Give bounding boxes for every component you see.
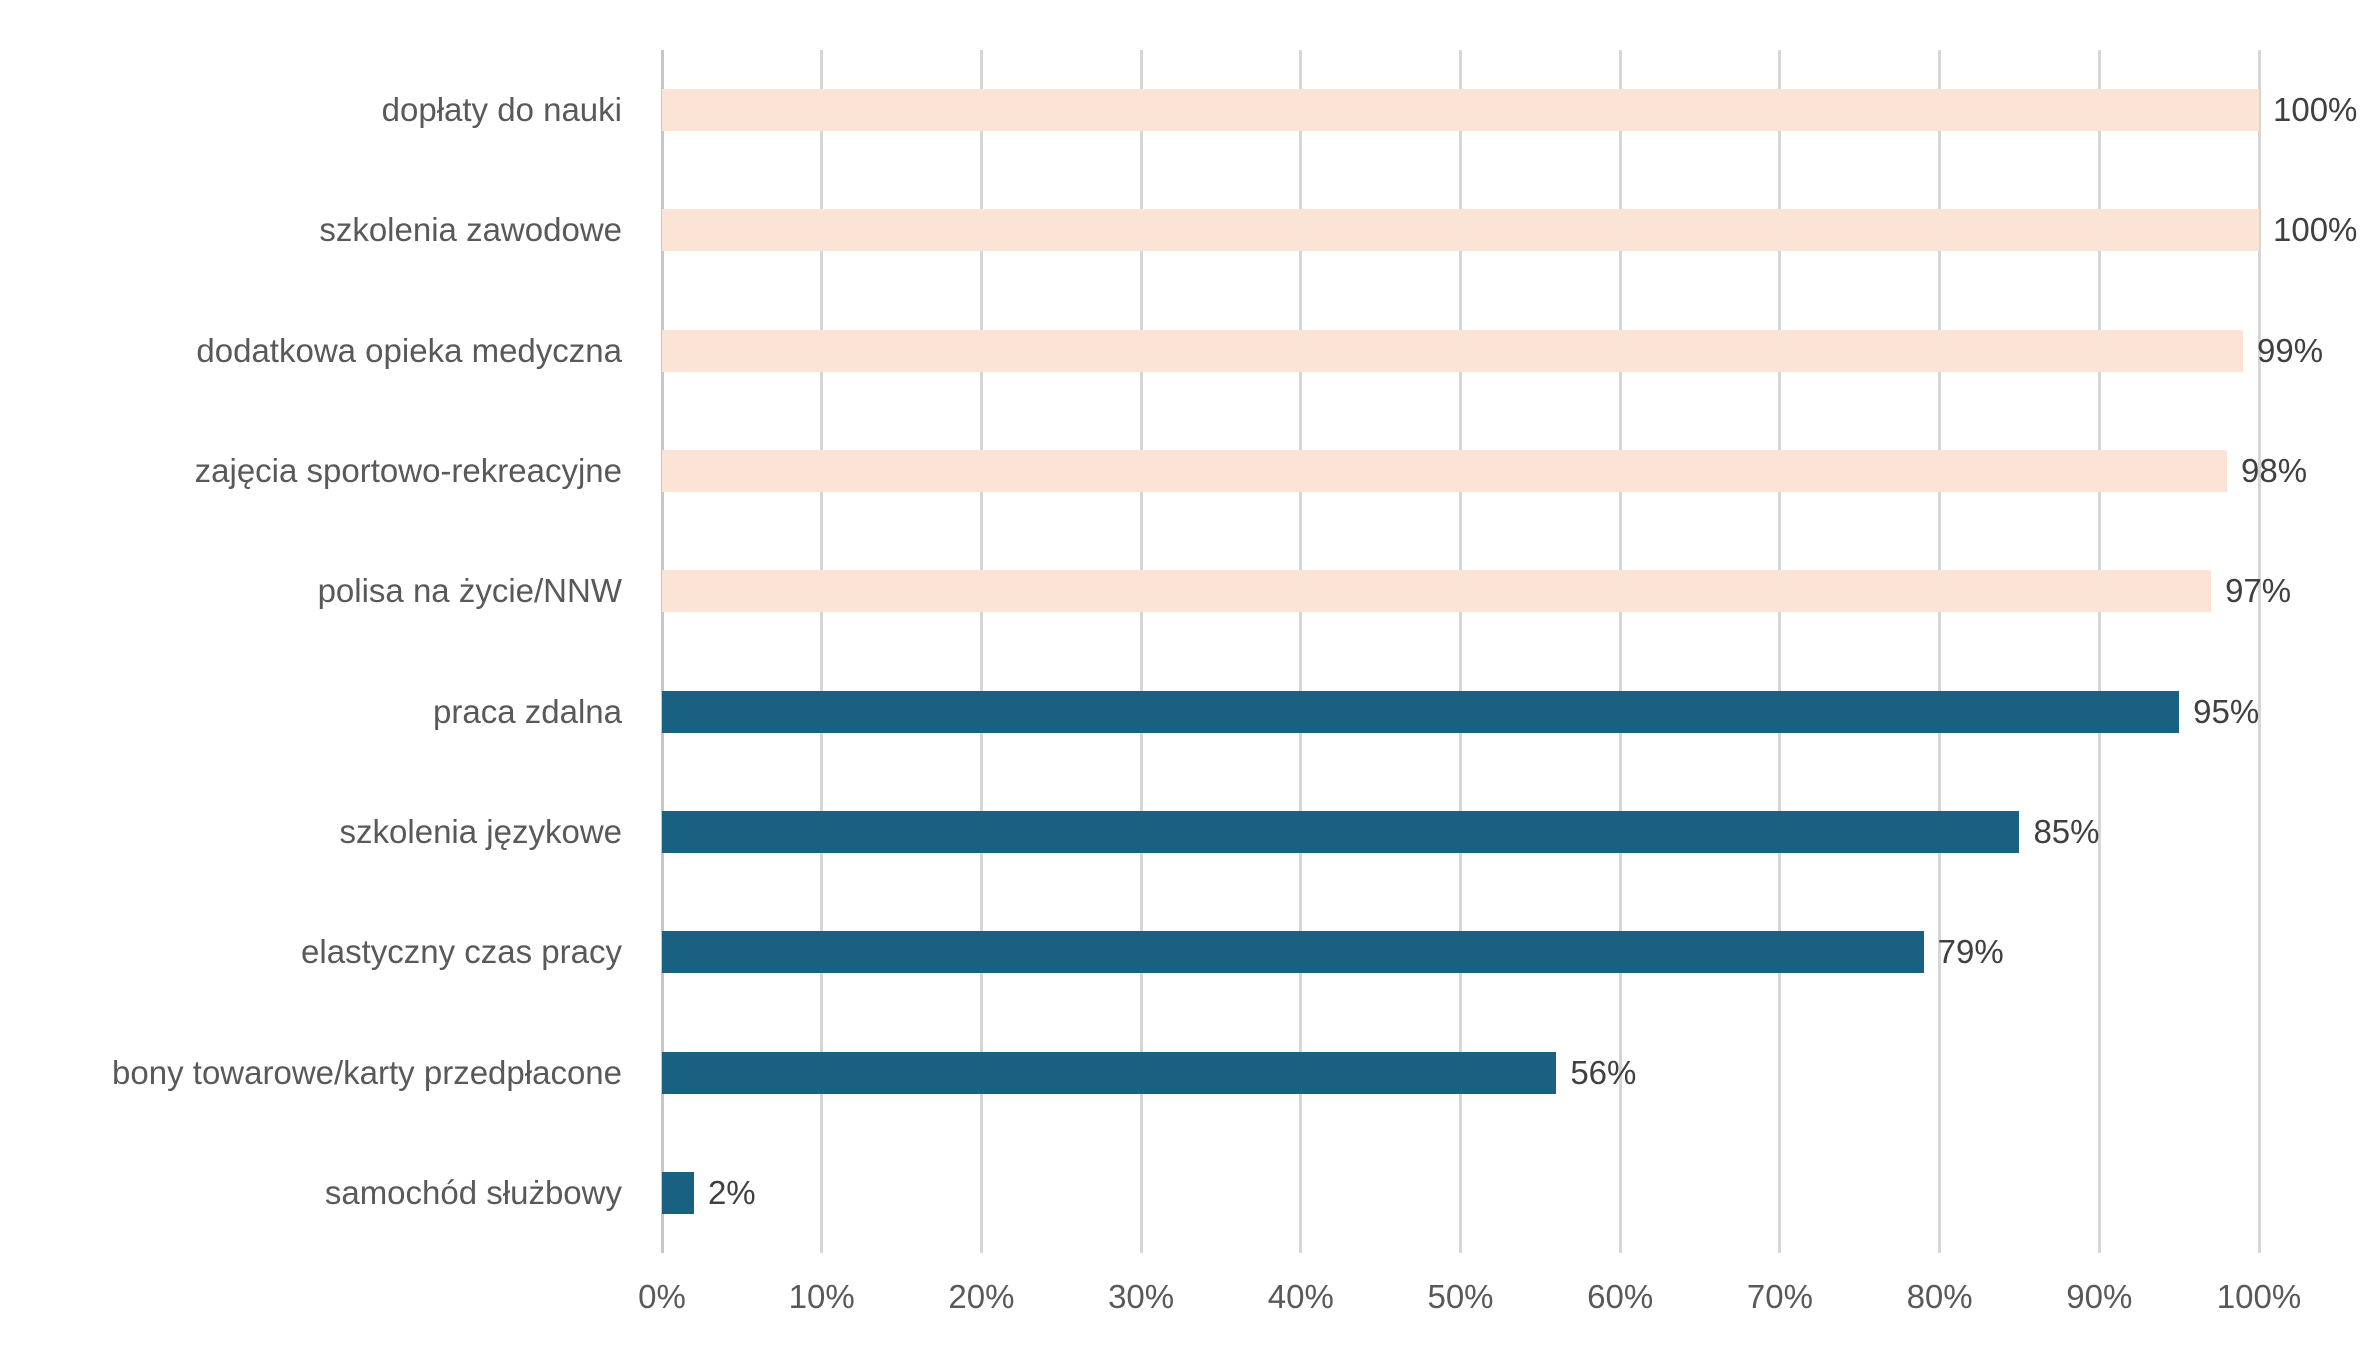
x-tick-label: 50% <box>1427 1278 1494 1315</box>
gridline <box>1139 50 1143 1253</box>
category-label: szkolenia językowe <box>339 812 622 850</box>
category-label: szkolenia zawodowe <box>319 211 622 249</box>
category-label: bony towarowe/karty przedpłacone <box>112 1053 622 1091</box>
bar <box>662 329 2244 372</box>
bar <box>662 209 2259 252</box>
value-label: 97% <box>2225 572 2292 610</box>
category-label: dopłaty do nauki <box>381 91 622 129</box>
value-label: 79% <box>1937 933 2004 971</box>
y-axis-line <box>660 50 664 1253</box>
x-tick-label: 80% <box>1906 1278 1973 1315</box>
category-label: dodatkowa opieka medyczna <box>196 331 622 369</box>
value-label: 95% <box>2193 692 2260 730</box>
bar <box>662 931 1924 974</box>
plot-area: 100% 100% 99% 98% 97% 95% 85% 79% 56% 2% <box>660 50 2357 1253</box>
category-label: samochód służbowy <box>324 1173 622 1211</box>
bar <box>662 810 2020 853</box>
x-tick-label: 100% <box>2216 1278 2302 1315</box>
gridline <box>1459 50 1462 1253</box>
gridline <box>1618 50 1622 1253</box>
value-label: 85% <box>2033 812 2100 850</box>
x-tick-label: 40% <box>1267 1278 1334 1315</box>
value-label: 56% <box>1570 1053 1637 1091</box>
value-label: 100% <box>2273 91 2358 129</box>
category-label: elastyczny czas pracy <box>301 933 622 971</box>
bar <box>662 570 2212 613</box>
bar <box>662 89 2259 132</box>
category-label: praca zdalna <box>433 692 622 730</box>
gridline <box>2257 50 2261 1253</box>
gridline <box>820 50 824 1253</box>
gridline <box>1778 50 1782 1253</box>
bar <box>662 1171 694 1214</box>
x-tick-label: 70% <box>1746 1278 1813 1315</box>
value-label: 100% <box>2273 211 2358 249</box>
x-tick-label: 0% <box>638 1278 686 1315</box>
x-tick-label: 30% <box>1108 1278 1175 1315</box>
value-label: 98% <box>2241 452 2308 490</box>
category-label: polisa na życie/NNW <box>317 572 622 610</box>
bar <box>662 450 2228 493</box>
category-label: zajęcia sportowo-rekreacyjne <box>194 452 622 490</box>
x-tick-label: 60% <box>1587 1278 1654 1315</box>
value-label: 2% <box>707 1173 756 1211</box>
bar <box>662 690 2180 733</box>
gridline <box>2097 50 2101 1253</box>
x-tick-label: 10% <box>788 1278 855 1315</box>
bar <box>662 1051 1557 1094</box>
gridline <box>1938 50 1942 1253</box>
x-tick-label: 90% <box>2066 1278 2133 1315</box>
gridline <box>979 50 983 1253</box>
x-tick-label: 20% <box>948 1278 1015 1315</box>
value-label: 99% <box>2257 331 2324 369</box>
gridline <box>1299 50 1303 1253</box>
